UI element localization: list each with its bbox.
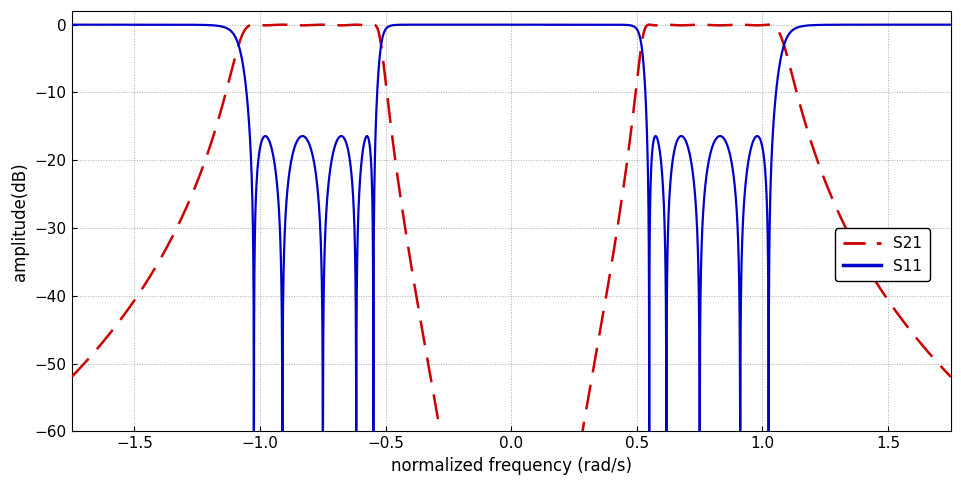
S11 bbox=[597, 22, 608, 28]
S21 bbox=[317, 22, 329, 28]
S21 bbox=[284, 22, 296, 28]
Line: S21: S21 bbox=[71, 25, 949, 445]
S21 bbox=[944, 374, 955, 380]
X-axis label: normalized frequency (rad/s): normalized frequency (rad/s) bbox=[390, 457, 631, 475]
S11 bbox=[629, 25, 641, 31]
S11 bbox=[695, 253, 706, 259]
S21 bbox=[695, 22, 706, 28]
S11 bbox=[65, 22, 77, 28]
S11 bbox=[481, 22, 493, 28]
Line: S11: S11 bbox=[71, 25, 949, 445]
S11 bbox=[248, 442, 259, 448]
S11 bbox=[497, 22, 508, 28]
S11 bbox=[944, 22, 955, 28]
S21 bbox=[887, 306, 899, 312]
S11 bbox=[887, 22, 899, 28]
S21 bbox=[481, 442, 493, 448]
S21 bbox=[436, 442, 448, 448]
S11 bbox=[284, 160, 296, 166]
S21 bbox=[597, 309, 608, 315]
Legend: S21, S11: S21, S11 bbox=[834, 228, 929, 281]
S21 bbox=[629, 85, 641, 91]
Y-axis label: amplitude(dB): amplitude(dB) bbox=[12, 162, 29, 280]
S21 bbox=[65, 374, 77, 380]
